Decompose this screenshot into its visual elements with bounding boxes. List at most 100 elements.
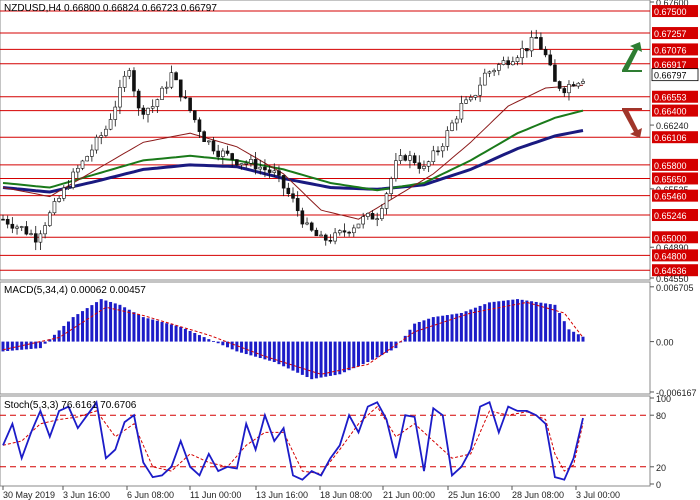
candle-body [529,37,534,52]
macd-bar [20,341,24,350]
stoch-y-tick-label: 0 [656,480,661,490]
candle-body [235,159,239,166]
y-tick-label: 0.64890 [656,243,689,253]
macd-bar [113,303,117,342]
macd-bar [10,341,14,351]
macd-bar [473,307,477,342]
candle-body [403,155,408,161]
candle-body [576,82,581,87]
candle [567,80,571,101]
macd-bar [146,318,150,342]
candle [197,117,202,139]
macd-bar [15,341,19,351]
candle-body [394,160,398,179]
candle [581,78,585,85]
macd-bar [1,341,5,352]
candle-body [473,94,478,98]
candle-body [478,84,482,96]
candle-body [352,227,356,234]
macd-bar [202,337,206,342]
candle [337,229,342,236]
candle [66,180,71,190]
candle [426,160,431,173]
candle-body [431,150,436,162]
candle [80,159,85,171]
candle [76,165,80,179]
macd-bar [483,304,487,342]
candle [305,217,309,226]
macd-y-axis: 0.006705 0.00 -0.006167 [650,283,697,398]
candle-body [562,88,567,94]
candle [450,119,454,132]
macd-bar [511,299,515,342]
candle-body [539,37,543,50]
candle-body [104,128,108,136]
macd-histogram [1,299,585,380]
macd-bar [441,315,445,342]
candle-body [305,222,309,225]
stoch-panel: 100 80 20 0 Stoch(5,3,3) 76.6161 70.6706 [0,394,671,490]
candle-body [337,230,342,234]
macd-bar [71,317,75,342]
macd-bar [572,331,576,342]
macd-bar [43,341,47,344]
candle-body [450,122,454,131]
candle [94,134,99,154]
candle-body [71,171,75,188]
candle [207,140,211,145]
macd-bar [296,341,300,373]
candle-body [178,79,183,98]
candle [342,223,347,237]
candle-body [52,201,57,214]
macd-bar [501,300,505,342]
candle-body [323,234,328,241]
candle [71,168,75,190]
macd-bar [539,302,543,342]
macd-bar [366,341,370,363]
macd-bar [137,314,141,342]
macd-bar [436,316,440,342]
macd-bar [109,301,113,342]
arrow-up-icon [622,42,642,72]
candle [127,67,132,80]
candle [468,94,473,102]
macd-bar [57,330,61,342]
level-label: 0.65650 [654,174,687,184]
candle-body [90,149,94,157]
candle-body [492,70,496,73]
level-label-bg [652,104,698,117]
macd-bar [244,341,248,355]
candle-body [319,234,323,237]
candle [202,130,206,142]
candle [118,79,122,115]
macd-bar [581,336,585,342]
ma-slow-line [2,129,584,194]
candle-body [118,87,122,108]
candle-body [333,232,337,242]
macd-bar [118,304,122,342]
candle [216,144,220,161]
macd-bar [132,312,136,342]
macd-bar [520,299,524,342]
macd-bar [333,341,337,376]
y-tick-label: 0.66240 [656,121,689,131]
candle [557,80,562,92]
candle-body [380,208,384,220]
candle [113,100,118,127]
candle [178,79,183,102]
candle-body [553,64,557,82]
macd-bar [576,334,580,342]
x-tick-label: 30 May 2019 [3,490,55,500]
candle-body [272,170,277,173]
macd-bar [324,341,328,377]
macd-title: MACD(5,34,4) 0.00062 0.00457 [4,285,146,296]
macd-bar [375,341,379,358]
macd-signal-line [2,301,584,375]
candle-body [412,155,417,164]
y-tick-label: 0.67600 [656,0,689,8]
macd-bar [352,341,356,369]
macd-bar [81,311,85,342]
candle [319,230,323,237]
